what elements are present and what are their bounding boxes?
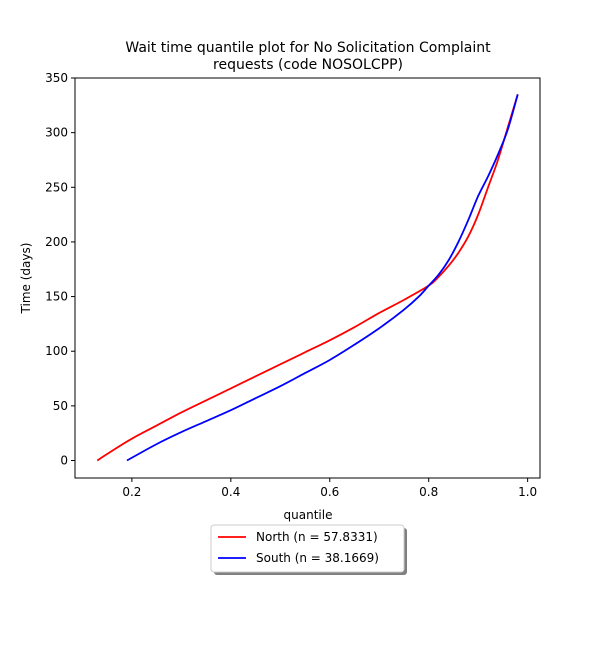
x-axis-ticks: 0.2 0.4 0.6 0.8 1.0 (122, 478, 537, 499)
legend-box (210, 524, 405, 573)
legend-label-north: North (n = 57.8331) (256, 530, 378, 544)
x-tick-label: 0.6 (320, 485, 339, 499)
y-tick-label: 300 (45, 126, 68, 140)
y-axis-label: Time (days) (19, 243, 33, 315)
x-tick-label: 0.4 (221, 485, 240, 499)
y-tick-label: 50 (53, 399, 68, 413)
y-tick-label: 0 (60, 454, 68, 468)
y-tick-label: 250 (45, 180, 68, 194)
x-axis-label: quantile (284, 508, 333, 522)
legend-label-south: South (n = 38.1669) (256, 551, 379, 565)
y-axis-ticks: 0 50 100 150 200 250 300 350 (45, 71, 75, 468)
axes-frame (74, 77, 541, 479)
plot-area (74, 77, 541, 479)
y-tick-label: 100 (45, 344, 68, 358)
legend: North (n = 57.8331) South (n = 38.1669) (210, 524, 407, 575)
series-group (96, 94, 519, 462)
y-tick-label: 150 (45, 290, 68, 304)
x-tick-label: 0.2 (122, 485, 141, 499)
x-tick-label: 1.0 (518, 485, 537, 499)
series-line-south (126, 94, 519, 462)
y-tick-label: 350 (45, 71, 68, 85)
y-tick-label: 200 (45, 235, 68, 249)
chart-title-line-2: requests (code NOSOLCPP) (213, 57, 403, 73)
series-line-north (96, 94, 519, 462)
chart-title-line-1: Wait time quantile plot for No Solicitat… (125, 40, 491, 56)
x-tick-label: 0.8 (419, 485, 438, 499)
